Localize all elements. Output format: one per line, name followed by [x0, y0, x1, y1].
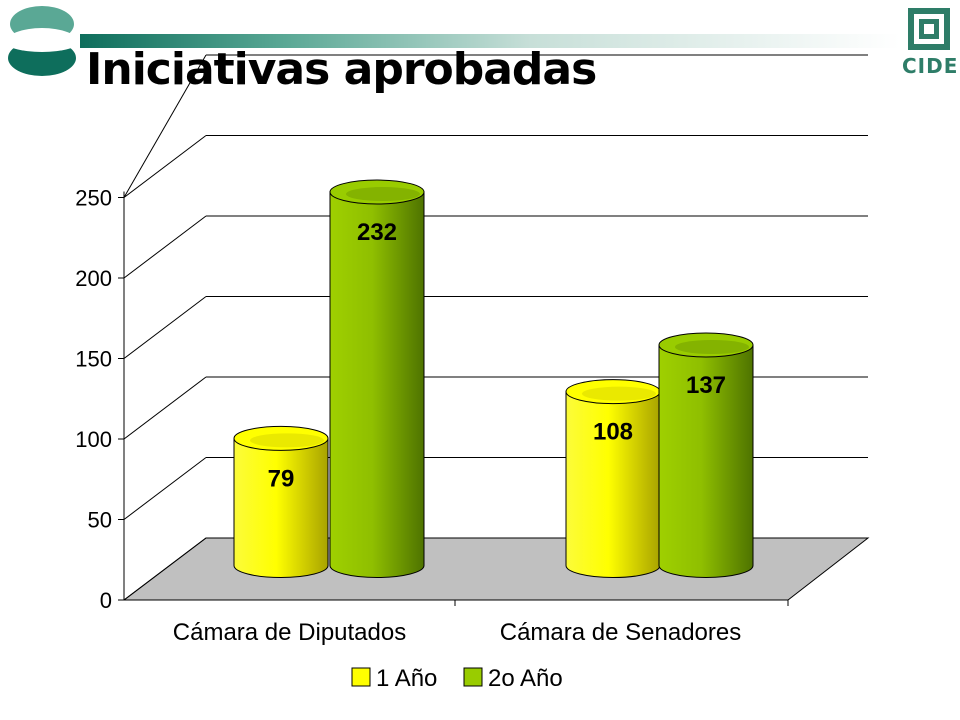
header-gradient-bar [80, 34, 900, 48]
y-tick-label: 150 [75, 347, 112, 372]
y-tick-label: 50 [88, 508, 112, 533]
brand-logo-icon [4, 6, 80, 76]
bar-top-shade [250, 433, 324, 448]
bar-body [233, 437, 329, 579]
y-tick-label: 200 [75, 266, 112, 291]
cide-logo-text: CIDE [902, 54, 959, 78]
legend-swatch [351, 667, 371, 687]
bar-1-1 [233, 425, 329, 579]
bar-body [329, 191, 425, 579]
bar-top-shade [675, 339, 749, 354]
cide-logo-icon [908, 8, 950, 50]
x-tick-label: Cámara de Senadores [500, 619, 741, 646]
y-tick-label: 0 [100, 588, 112, 613]
bar-2-2 [658, 332, 754, 579]
bar-2-1 [329, 179, 425, 579]
data-label: 108 [593, 419, 633, 446]
bar-top-shade [582, 386, 656, 401]
x-tick-label: Cámara de Diputados [173, 619, 406, 646]
bar-body [658, 344, 754, 579]
data-label: 232 [357, 219, 397, 246]
gridline-side [123, 376, 207, 440]
bar-body [565, 391, 661, 579]
gridline-side [123, 296, 207, 359]
slide-title: Iniciativas aprobadas [86, 44, 597, 95]
y-tick-label: 250 [75, 186, 112, 211]
data-label: 79 [268, 465, 295, 492]
gridline-side [123, 537, 207, 601]
legend-label: 2o Año [488, 665, 563, 692]
gridline-side [123, 457, 207, 520]
y-tick-label: 100 [75, 427, 112, 452]
bar-1-2 [565, 379, 661, 579]
gridline-side [123, 215, 207, 279]
bar-top-shade [346, 187, 420, 202]
gridline-side [123, 54, 207, 198]
legend-label: 1 Año [376, 665, 437, 692]
legend-swatch [463, 667, 483, 687]
gridline-side [123, 135, 207, 198]
data-label: 137 [686, 372, 726, 399]
